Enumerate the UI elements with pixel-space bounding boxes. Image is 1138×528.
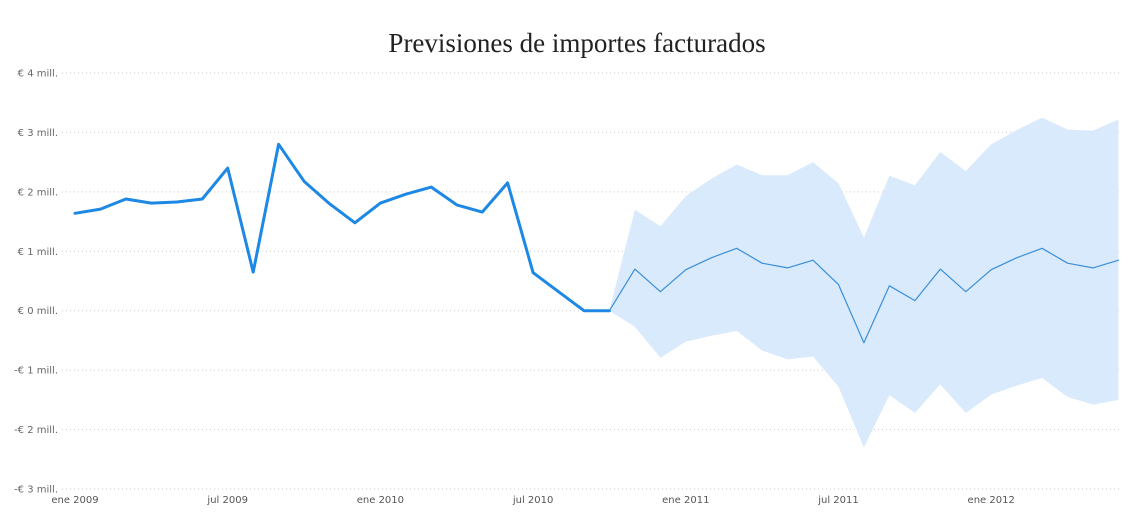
actual-data-point[interactable] bbox=[377, 200, 383, 206]
forecast-data-point[interactable] bbox=[1065, 260, 1071, 266]
y-axis: € 4 mill. € 3 mill. € 2 mill. € 1 mill. € 0 … bbox=[14, 69, 58, 496]
forecast-data-point[interactable] bbox=[1039, 245, 1045, 251]
actual-data-point[interactable] bbox=[225, 165, 231, 171]
actual-series-line bbox=[73, 142, 611, 313]
forecast-data-point[interactable] bbox=[657, 289, 663, 295]
x-tick-label: ene 2012 bbox=[968, 495, 1015, 506]
forecast-data-point[interactable] bbox=[606, 308, 612, 314]
forecast-data-point[interactable] bbox=[759, 260, 765, 266]
actual-data-point[interactable] bbox=[581, 308, 587, 314]
forecast-data-point[interactable] bbox=[1116, 257, 1122, 263]
forecast-data-point[interactable] bbox=[683, 267, 689, 273]
y-tick-label: -€ 3 mill. bbox=[14, 485, 58, 496]
confidence-band-layer bbox=[609, 117, 1119, 448]
confidence-band bbox=[609, 117, 1119, 448]
forecast-data-point[interactable] bbox=[632, 266, 638, 272]
forecast-data-point[interactable] bbox=[734, 245, 740, 251]
y-tick-label: -€ 2 mill. bbox=[14, 425, 58, 436]
actual-data-point[interactable] bbox=[72, 210, 78, 216]
x-axis: ene 2009 jul 2009 ene 2010 jul 2010 ene 2011… bbox=[51, 495, 1014, 506]
forecast-data-point[interactable] bbox=[785, 265, 791, 271]
actual-data-point[interactable] bbox=[352, 220, 358, 226]
actual-data-point[interactable] bbox=[556, 289, 562, 295]
actual-data-point[interactable] bbox=[276, 141, 282, 147]
actual-data-point[interactable] bbox=[148, 200, 154, 206]
y-tick-label: € 4 mill. bbox=[18, 69, 58, 80]
actual-data-point[interactable] bbox=[403, 191, 409, 197]
actual-data-point[interactable] bbox=[301, 178, 307, 184]
forecast-data-point[interactable] bbox=[886, 283, 892, 289]
y-tick-label: € 3 mill. bbox=[18, 128, 58, 139]
forecast-data-point[interactable] bbox=[1014, 255, 1020, 261]
y-tick-label: € 2 mill. bbox=[18, 187, 58, 198]
forecast-data-point[interactable] bbox=[708, 255, 714, 261]
forecast-series-line bbox=[608, 247, 1120, 344]
chart-title: Previsiones de importes facturados bbox=[388, 28, 766, 58]
forecast-data-point[interactable] bbox=[963, 289, 969, 295]
forecast-data-point[interactable] bbox=[861, 340, 867, 346]
x-tick-label: jul 2009 bbox=[206, 495, 248, 506]
series-layer bbox=[72, 141, 1122, 346]
y-tick-label: -€ 1 mill. bbox=[14, 366, 58, 377]
actual-data-point[interactable] bbox=[530, 270, 536, 276]
actual-data-point[interactable] bbox=[250, 269, 256, 275]
actual-data-point[interactable] bbox=[428, 184, 434, 190]
forecast-data-point[interactable] bbox=[988, 267, 994, 273]
actual-data-point[interactable] bbox=[123, 196, 129, 202]
forecast-data-point[interactable] bbox=[836, 282, 842, 288]
actual-data-point[interactable] bbox=[199, 196, 205, 202]
x-tick-label: jul 2010 bbox=[512, 495, 554, 506]
actual-data-point[interactable] bbox=[327, 201, 333, 207]
forecast-data-point[interactable] bbox=[937, 266, 943, 272]
y-tick-label: € 1 mill. bbox=[18, 247, 58, 258]
y-tick-label: € 0 mill. bbox=[18, 306, 58, 317]
x-tick-label: ene 2010 bbox=[357, 495, 404, 506]
x-tick-label: jul 2011 bbox=[817, 495, 859, 506]
forecast-data-point[interactable] bbox=[912, 298, 918, 304]
actual-data-point[interactable] bbox=[479, 209, 485, 215]
forecast-data-point[interactable] bbox=[810, 257, 816, 263]
actual-data-point[interactable] bbox=[98, 206, 104, 212]
actual-data-point[interactable] bbox=[505, 180, 511, 186]
forecast-data-point[interactable] bbox=[1090, 265, 1096, 271]
actual-data-point[interactable] bbox=[454, 202, 460, 208]
actual-data-point[interactable] bbox=[174, 199, 180, 205]
x-tick-label: ene 2009 bbox=[51, 495, 98, 506]
x-tick-label: ene 2011 bbox=[662, 495, 709, 506]
